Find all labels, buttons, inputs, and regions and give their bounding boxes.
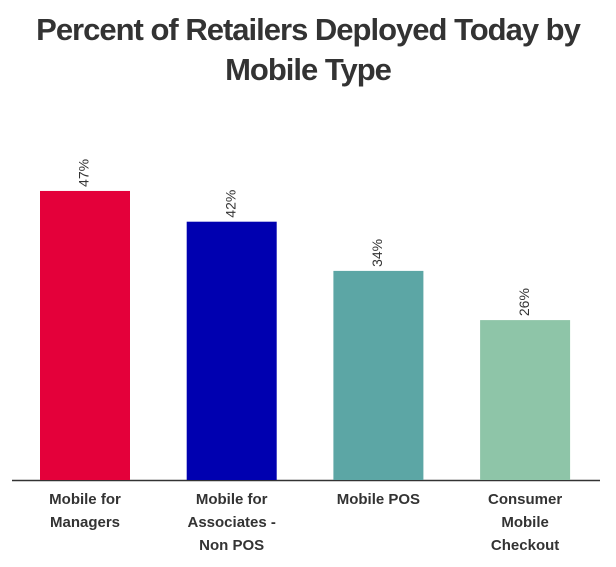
x-tick-label: Mobile for Associates - Non POS <box>187 491 276 554</box>
bar <box>40 190 130 480</box>
value-label: 34% <box>369 239 385 267</box>
x-tick-label: Mobile for Managers <box>49 491 121 531</box>
bar <box>186 221 277 480</box>
value-label: 47% <box>76 159 92 187</box>
bar <box>333 270 424 480</box>
chart-title: Percent of Retailers Deployed Today by M… <box>36 12 581 87</box>
value-label: 42% <box>222 190 238 218</box>
value-label: 26% <box>516 288 532 316</box>
x-tick-label: Consumer Mobile Checkout <box>488 491 563 554</box>
x-tick-label: Mobile POS <box>336 491 421 508</box>
bar <box>480 320 571 480</box>
